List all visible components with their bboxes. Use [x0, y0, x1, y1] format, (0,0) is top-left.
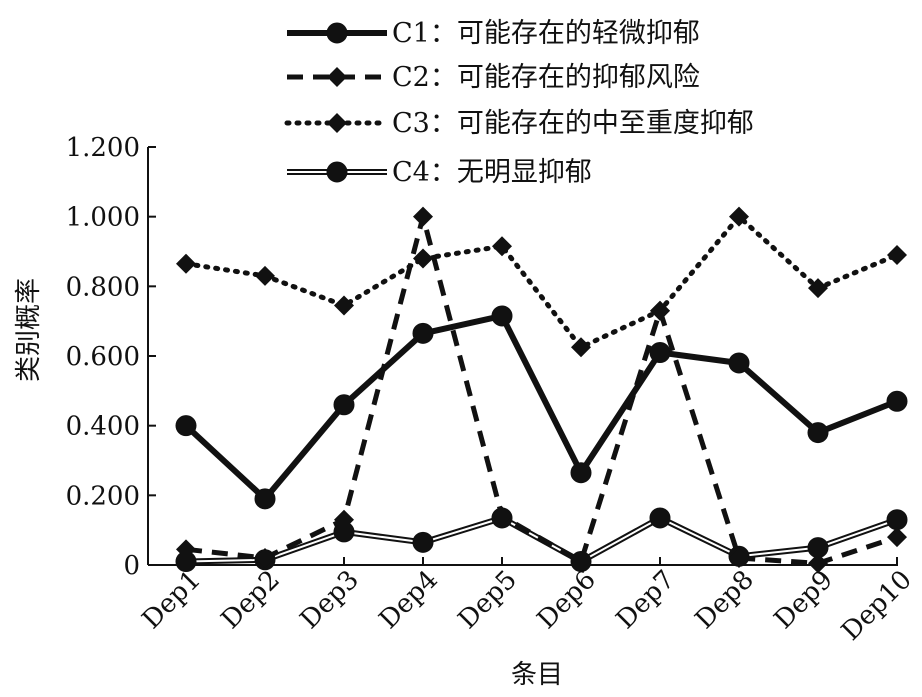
series-3-point [571, 337, 591, 358]
y-axis-title: 类别概率 [14, 278, 44, 382]
y-tick-label: 0.200 [66, 481, 140, 511]
legend-entry-4: C4：无明显抑郁 [287, 157, 592, 188]
series-1-point [333, 394, 355, 416]
series-3-line [183, 214, 900, 350]
y-tick-label: 0 [123, 551, 140, 581]
x-tick-label: Dep7 [611, 565, 681, 635]
series-2-point [176, 539, 196, 560]
legend-label: C1：可能存在的轻微抑郁 [392, 18, 700, 49]
series-1-point [649, 342, 671, 364]
series-1 [175, 305, 908, 510]
series-3 [176, 206, 907, 358]
series-2-point [729, 548, 749, 569]
legend-marker-3 [327, 113, 347, 133]
x-tick-label: Dep5 [453, 565, 523, 635]
y-tick-label: 0.400 [66, 412, 140, 442]
x-tick-label: Dep6 [532, 565, 602, 635]
series-4-point [886, 509, 908, 531]
series-group [175, 206, 908, 574]
series-2-point [413, 206, 433, 227]
x-tick-label: Dep9 [769, 565, 839, 635]
series-2-point [887, 527, 907, 548]
series-2-point [334, 509, 354, 530]
y-tick-label: 1.000 [66, 203, 140, 233]
legend-label: C3：可能存在的中至重度抑郁 [392, 108, 754, 139]
series-3-point [413, 248, 433, 269]
series-1-point [254, 488, 276, 510]
legend-entry-3: C3：可能存在的中至重度抑郁 [284, 108, 754, 139]
series-3-point [492, 236, 512, 257]
series-1-point [728, 352, 750, 374]
series-3-point [887, 244, 907, 265]
series-3-point [808, 278, 828, 299]
series-4-point [649, 507, 671, 529]
y-tick-label: 0.600 [66, 342, 140, 372]
legend-marker-2 [327, 67, 347, 87]
legend-label: C2：可能存在的抑郁风险 [392, 62, 700, 93]
series-1-point [412, 322, 434, 344]
series-1-point [491, 305, 513, 327]
legend: C1：可能存在的轻微抑郁 C2：可能存在的抑郁风险 C3：可能存在的中至重度抑郁 C4… [284, 18, 754, 188]
series-2-point [808, 553, 828, 574]
series-2-point [492, 506, 512, 527]
x-tick-label: Dep10 [836, 565, 918, 647]
series-3-point [176, 253, 196, 274]
series-3-point [650, 300, 670, 321]
x-tick-label: Dep3 [295, 565, 365, 635]
legend-entry-1: C1：可能存在的轻微抑郁 [287, 18, 700, 49]
series-3-point [729, 206, 749, 227]
series-1-point [570, 462, 592, 484]
series-3-point [334, 295, 354, 316]
y-tick-label: 0.800 [66, 272, 140, 302]
x-tick-label: Dep1 [137, 565, 207, 635]
series-2-point [571, 551, 591, 572]
y-tick-label: 1.200 [66, 133, 140, 163]
legend-label: C4：无明显抑郁 [392, 157, 592, 188]
legend-entry-2: C2：可能存在的抑郁风险 [287, 62, 700, 93]
x-tick-label: Dep4 [374, 565, 444, 635]
x-tick-label: Dep8 [690, 565, 760, 635]
legend-marker-4 [326, 161, 348, 183]
series-3-point [255, 265, 275, 286]
x-tick-label: Dep2 [216, 565, 286, 635]
series-2-line [185, 214, 898, 566]
series-2 [176, 206, 907, 574]
series-2-point [255, 548, 275, 569]
series-1-point [886, 390, 908, 412]
series-1-line [183, 312, 899, 502]
series-1-point [175, 415, 197, 437]
x-axis-title: 条目 [511, 660, 563, 690]
series-1-point [807, 422, 829, 444]
legend-marker-1 [326, 22, 348, 44]
series-4-point [412, 531, 434, 553]
